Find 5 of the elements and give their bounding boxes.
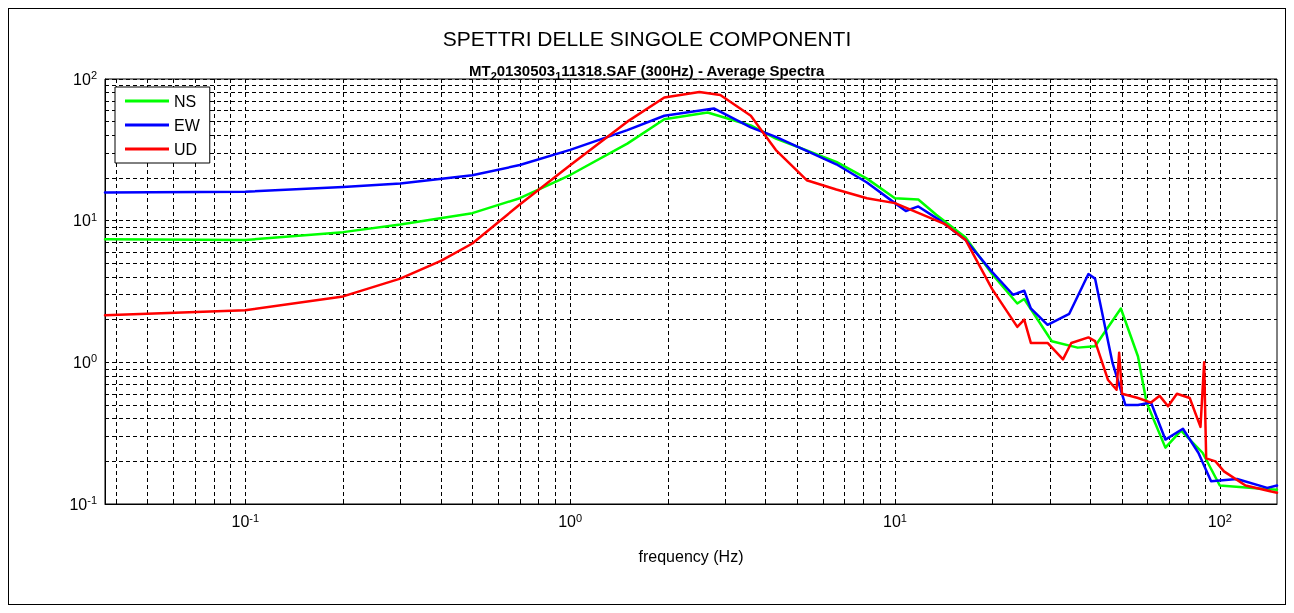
legend-label: UD — [174, 140, 198, 158]
chart-title: SPETTRI DELLE SINGOLE COMPONENTI — [442, 27, 852, 50]
legend-label: NS — [174, 92, 197, 110]
x-axis-title: frequency (Hz) — [638, 547, 744, 565]
legend-label: EW — [174, 116, 201, 134]
